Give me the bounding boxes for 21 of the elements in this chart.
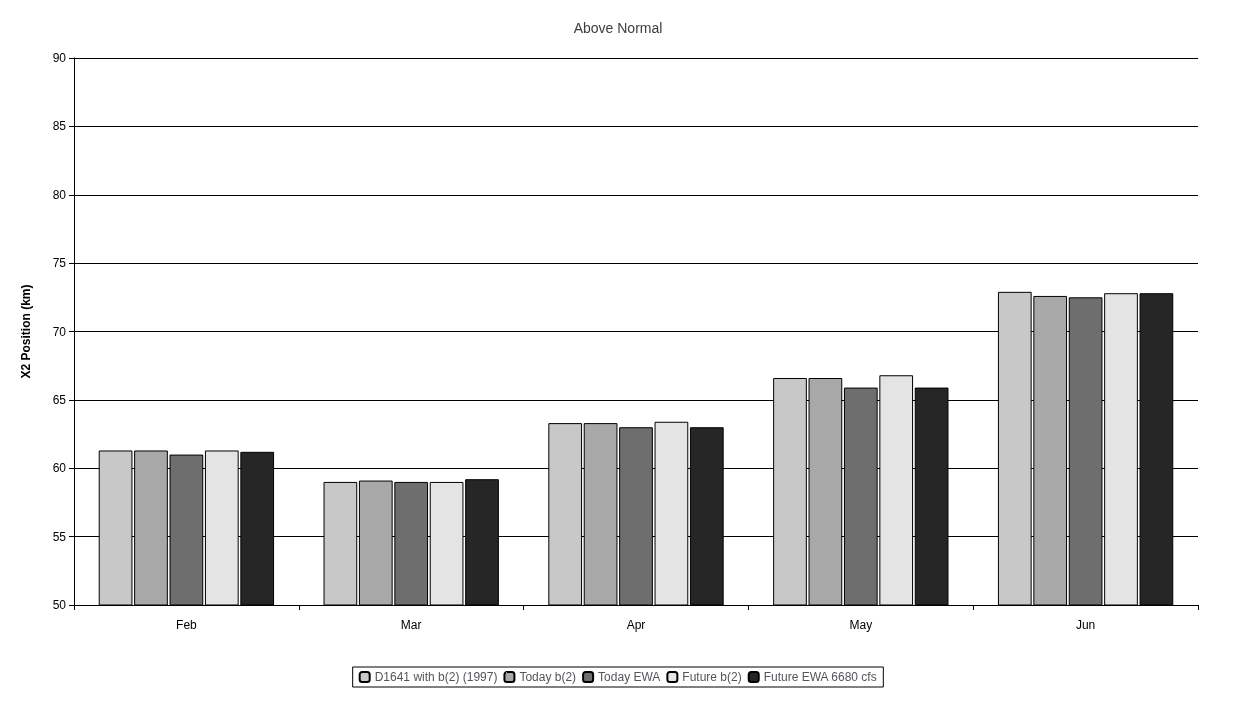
x-tick-label: Feb (176, 618, 198, 632)
y-tick-label: 50 (52, 598, 67, 612)
x-tick-label: Mar (400, 618, 422, 632)
legend-label: D1641 with b(2) (1997) (374, 670, 498, 684)
y-tick-label: 65 (52, 392, 67, 407)
legend-label: Today EWA (598, 670, 661, 684)
x-tick-label: Jun (1075, 618, 1096, 632)
y-tick-label: 75 (52, 256, 67, 271)
y-tick-label: 70 (52, 324, 67, 339)
y-tick-label: 55 (52, 529, 67, 544)
y-axis-title: X2 Position (km) (19, 284, 33, 379)
y-tick-label: 85 (52, 119, 67, 134)
y-tick-label: 60 (52, 461, 67, 476)
chart-title: Above Normal (573, 20, 663, 36)
legend-label: Future EWA 6680 cfs (763, 670, 877, 684)
legend-label: Today b(2) (519, 670, 577, 684)
x-tick-label: Apr (626, 618, 646, 632)
legend-label: Future b(2) (682, 670, 742, 684)
y-tick-label: 80 (52, 187, 67, 202)
x-tick-label: May (849, 618, 873, 632)
y-tick-label: 90 (52, 51, 67, 65)
